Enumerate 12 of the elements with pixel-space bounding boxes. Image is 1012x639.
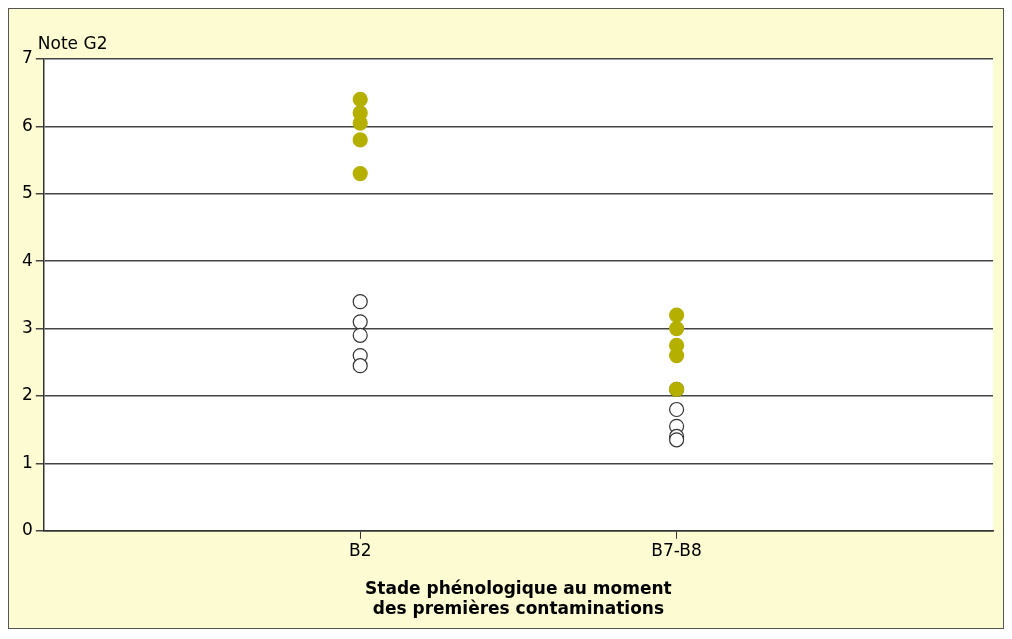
y-tick-label: 1 (21, 451, 33, 472)
x-tick-label: B7-B8 (651, 540, 702, 561)
y-tick-label: 5 (21, 182, 33, 203)
x-axis-title: Stade phénologique au moment des premières contaminations (365, 577, 672, 619)
y-tick-label: 2 (21, 384, 33, 405)
y-tick-label: 4 (21, 249, 33, 270)
y-tick-label: 6 (21, 114, 33, 135)
y-tick-label: 3 (21, 317, 33, 338)
y-tick-label: 0 (21, 519, 33, 540)
y-tick-label: 7 (21, 47, 33, 68)
y-axis-title: Note G2 (37, 32, 108, 53)
x-tick-label: B2 (348, 540, 372, 561)
